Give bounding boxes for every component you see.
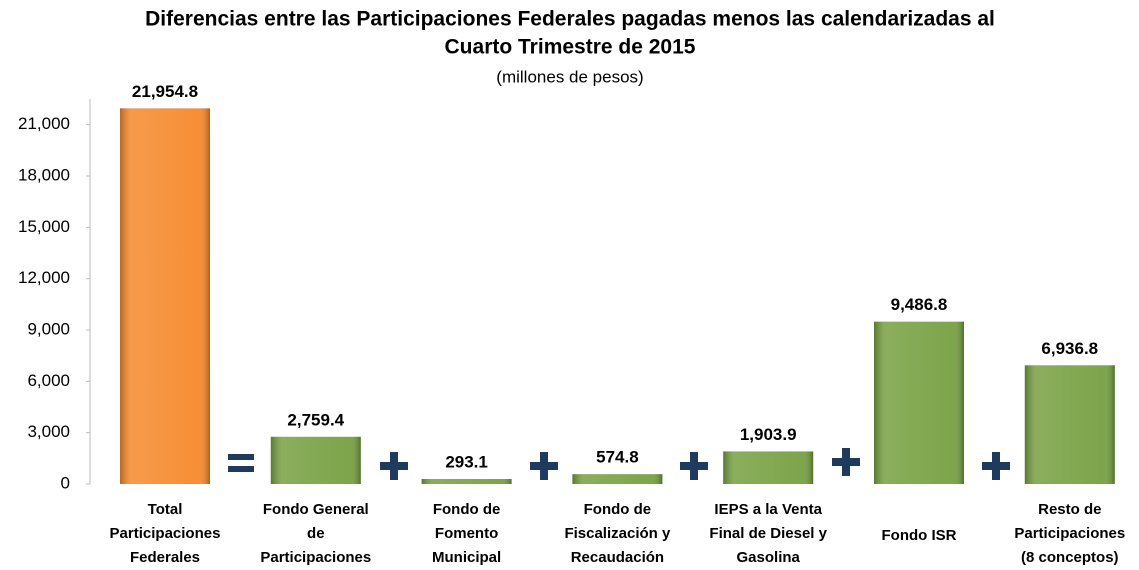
x-tick-label: Fondo ISR [882, 527, 957, 544]
x-tick-label: Participaciones [110, 525, 221, 542]
y-tick-label: 0 [61, 473, 70, 492]
y-tick-label: 15,000 [18, 217, 70, 236]
value-label: 574.8 [596, 448, 639, 467]
value-label: 21,954.8 [132, 82, 198, 101]
x-tick-label: Municipal [432, 549, 501, 566]
plus-sign [982, 452, 1010, 480]
x-tick-label: Total [148, 501, 183, 518]
y-tick-label: 21,000 [18, 114, 70, 133]
x-tick-label: Fomento [435, 525, 498, 542]
bar-shade [421, 478, 512, 484]
x-tick-label: IEPS a la Venta [714, 501, 822, 518]
plus-sign [530, 452, 558, 480]
value-label: 9,486.8 [891, 295, 948, 314]
plus-sign [680, 452, 708, 480]
x-tick-label: Federales [130, 549, 200, 566]
bar-shade [874, 321, 964, 484]
chart-subtitle: (millones de pesos) [496, 67, 643, 86]
chart-title: Cuarto Trimestre de 2015 [445, 36, 696, 59]
bar-shade [572, 474, 663, 484]
x-tick-label: Recaudación [571, 549, 664, 566]
x-tick-label: Fondo de [584, 501, 652, 518]
x-tick-label: Fondo General [263, 501, 369, 518]
equals-sign [228, 454, 254, 460]
y-tick-label: 9,000 [27, 319, 70, 338]
plus-sign [832, 448, 860, 476]
equals-sign [228, 466, 254, 472]
y-tick-label: 6,000 [27, 371, 70, 390]
x-tick-label: de [307, 525, 325, 542]
value-label: 293.1 [445, 452, 488, 471]
plus-sign [380, 452, 408, 480]
x-tick-label: Resto de [1038, 501, 1101, 518]
chart-title: Diferencias entre las Participaciones Fe… [145, 8, 995, 31]
x-tick-label: Gasolina [737, 549, 801, 566]
x-tick-label: Participaciones [260, 549, 371, 566]
x-tick-label: (8 conceptos) [1021, 549, 1119, 566]
bar-shade [1024, 365, 1115, 484]
x-tick-label: Final de Diesel y [709, 525, 827, 542]
x-tick-label: Fiscalización y [564, 525, 671, 542]
y-tick-label: 12,000 [18, 268, 70, 287]
x-tick-label: Participaciones [1014, 525, 1125, 542]
bar-shade [120, 108, 210, 484]
bar-shade [723, 451, 814, 484]
bar-shade [270, 436, 361, 484]
y-tick-label: 18,000 [18, 165, 70, 184]
y-tick-label: 3,000 [27, 422, 70, 441]
operators [228, 448, 1010, 480]
value-label: 2,759.4 [287, 410, 344, 429]
x-tick-label: Fondo de [433, 501, 501, 518]
value-label: 6,936.8 [1041, 339, 1098, 358]
value-label: 1,903.9 [740, 425, 797, 444]
